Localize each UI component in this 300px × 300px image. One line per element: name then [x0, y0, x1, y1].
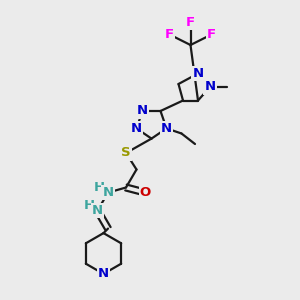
Text: N: N: [204, 80, 216, 94]
Text: O: O: [140, 186, 151, 199]
Text: N: N: [192, 67, 204, 80]
Text: F: F: [207, 28, 216, 41]
Text: N: N: [98, 267, 109, 280]
Text: F: F: [165, 28, 174, 41]
Text: H: H: [93, 181, 105, 194]
Text: N: N: [102, 186, 114, 199]
Text: F: F: [186, 16, 195, 29]
Text: N: N: [137, 104, 148, 118]
Text: N: N: [161, 122, 172, 135]
Text: S: S: [121, 146, 131, 160]
Text: N: N: [131, 122, 142, 135]
Text: N: N: [92, 204, 103, 217]
Text: H: H: [83, 199, 95, 212]
